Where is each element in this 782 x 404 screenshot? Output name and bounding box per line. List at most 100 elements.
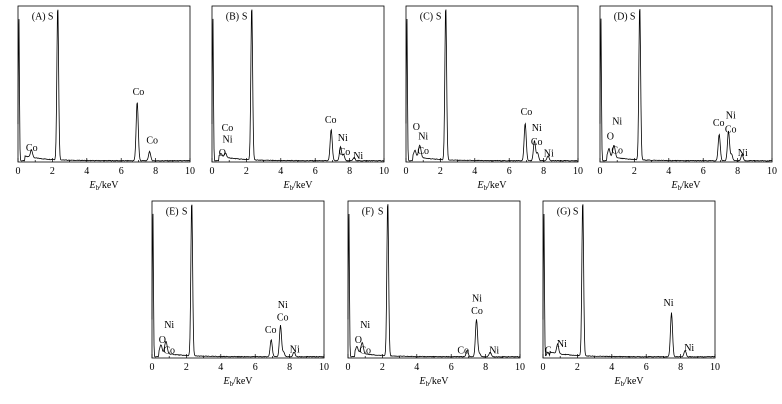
peak-label: Ni (612, 117, 622, 128)
spectrum-line (405, 9, 579, 162)
x-tick-label: 0 (16, 166, 21, 177)
x-axis-label: Eb/keV (88, 180, 119, 192)
x-tick-label: 6 (449, 362, 454, 373)
peak-label: Ni (290, 345, 300, 356)
x-tick-label: 0 (404, 166, 409, 177)
peak-label: Ni (664, 298, 674, 309)
peak-label: S (48, 11, 54, 22)
panel-label: (B) (226, 11, 239, 22)
spectrum-line (599, 9, 773, 162)
x-axis-label-subscript: b (96, 184, 100, 192)
plot-frame (151, 200, 325, 359)
peak-label: Co (146, 135, 158, 146)
x-tick-label: 10 (185, 166, 195, 177)
spectrum-panel: 0 2 4 6 8 10 Eb/keV (G) S C Ni Ni Ni (541, 200, 720, 388)
peak-label: Co (26, 143, 38, 154)
x-tick-label: 6 (644, 362, 649, 373)
x-axis-label: Eb/keV (476, 180, 507, 192)
x-tick-label: 0 (598, 166, 603, 177)
x-tick-label: 10 (710, 362, 720, 373)
x-axis-label-symbol: E (282, 180, 289, 191)
x-tick-label: 8 (287, 362, 292, 373)
x-tick-label: 4 (84, 166, 89, 177)
x-axis-label-unit: /keV (681, 180, 701, 191)
peak-label: Co (611, 145, 623, 156)
plot-frame (542, 200, 716, 359)
x-tick-label: 0 (346, 362, 351, 373)
plot-frame (17, 5, 191, 163)
peak-label: O (159, 335, 166, 346)
x-axis-label: Eb/keV (613, 376, 644, 388)
peak-label: Co (277, 312, 289, 323)
x-axis-label-unit: /keV (99, 180, 119, 191)
peak-label: Ni (360, 320, 370, 331)
peak-label: Ni (418, 131, 428, 142)
peak-label: Ni (222, 135, 232, 146)
x-tick-label: 6 (313, 166, 318, 177)
x-tick-label: 10 (319, 362, 329, 373)
spectrum-line (151, 204, 325, 358)
peak-label: Co (471, 306, 483, 317)
x-tick-label: 10 (379, 166, 389, 177)
x-tick-label: 2 (575, 362, 580, 373)
x-axis-label-symbol: E (670, 180, 677, 191)
peak-label: O (607, 131, 614, 142)
peak-label: Ni (726, 110, 736, 121)
plot-frame (405, 5, 579, 163)
x-axis-label: Eb/keV (670, 180, 701, 192)
peak-label: Ni (684, 343, 694, 354)
x-axis-label-subscript: b (290, 184, 294, 192)
x-axis-label-symbol: E (222, 376, 229, 387)
x-tick-label: 6 (253, 362, 258, 373)
peak-label: O (413, 122, 420, 133)
x-tick-label: 4 (472, 166, 477, 177)
peak-label: Co (359, 345, 371, 356)
x-axis-label-unit: /keV (293, 180, 313, 191)
peak-label: Co (265, 325, 277, 336)
spectrum-line (347, 204, 521, 358)
peak-label: S (573, 206, 579, 217)
peak-label: Co (417, 146, 429, 157)
peak-label: Co (133, 87, 145, 98)
x-axis-label-subscript: b (678, 184, 682, 192)
peak-label: S (630, 11, 636, 22)
x-tick-label: 6 (119, 166, 124, 177)
panel-label: (G) (557, 206, 571, 217)
plot-frame (211, 5, 385, 163)
x-tick-label: 2 (380, 362, 385, 373)
peak-label: Ni (489, 345, 499, 356)
x-tick-label: 4 (218, 362, 223, 373)
peak-label: Ni (557, 339, 567, 350)
x-tick-label: 10 (573, 166, 583, 177)
x-tick-label: 6 (701, 166, 706, 177)
x-tick-label: 0 (541, 362, 546, 373)
x-tick-label: 2 (438, 166, 443, 177)
peak-label: O (219, 148, 226, 159)
peak-label: S (182, 206, 188, 217)
peak-label: S (436, 11, 442, 22)
x-axis-label-symbol: E (476, 180, 483, 191)
peak-label: S (242, 11, 248, 22)
x-tick-label: 10 (515, 362, 525, 373)
spectrum-panel: 0 2 4 6 8 10 Eb/keV (A) S Co Co Co (16, 5, 195, 192)
x-tick-label: 4 (278, 166, 283, 177)
x-tick-label: 2 (184, 362, 189, 373)
peak-label: Co (521, 107, 533, 118)
x-tick-label: 4 (666, 166, 671, 177)
x-axis-label-symbol: E (88, 180, 95, 191)
peak-label: O (355, 335, 362, 346)
x-tick-label: 4 (609, 362, 614, 373)
x-axis-label-subscript: b (426, 380, 430, 388)
x-tick-label: 8 (347, 166, 352, 177)
panel-label: (F) (362, 206, 374, 217)
peak-label: Ni (738, 148, 748, 159)
panel-label: (D) (614, 11, 628, 22)
peak-label: Co (713, 118, 725, 129)
x-tick-label: 2 (244, 166, 249, 177)
x-tick-label: 8 (483, 362, 488, 373)
peak-label: Co (163, 345, 175, 356)
x-tick-label: 8 (541, 166, 546, 177)
peak-label: Co (222, 123, 234, 134)
